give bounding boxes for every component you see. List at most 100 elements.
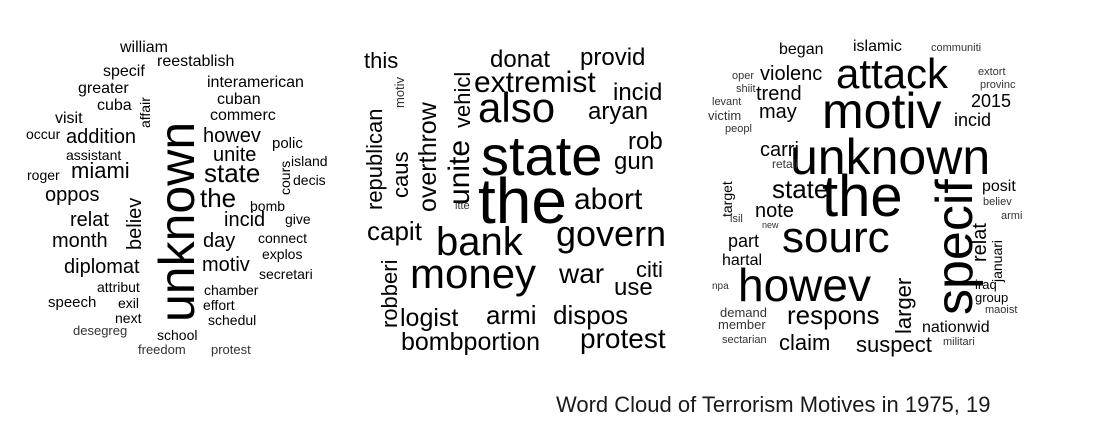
cloud-1-word: attribut	[97, 279, 140, 295]
cloud-2-word: bank	[436, 220, 523, 264]
cloud-3-word: respons	[787, 300, 880, 330]
cloud-2-word: logist	[400, 304, 459, 332]
cloud-3-word: provinc	[980, 79, 1016, 91]
cloud-3-word: new	[762, 220, 779, 230]
cloud-3-word: carri	[760, 139, 799, 161]
cloud-1-word: specif	[103, 63, 145, 80]
cloud-1-word: assistant	[66, 147, 122, 163]
cloud-3-word: isil	[730, 213, 743, 225]
cloud-3-word: incid	[954, 110, 992, 130]
cloud-3-word: iraq	[975, 277, 997, 292]
cloud-3-word: islamic	[853, 38, 902, 55]
cloud-3-word: larger	[891, 277, 916, 334]
cloud-1-word: cours	[277, 160, 293, 195]
cloud-1-word: decis	[293, 172, 326, 188]
cloud-1-word: interamerican	[207, 74, 304, 91]
cloud-3-word: believ	[983, 196, 1012, 208]
cloud-1-word: bomb	[250, 198, 286, 214]
cloud-2-word: the	[478, 165, 567, 237]
cloud-2-word: state	[481, 124, 603, 187]
cloud-3-word: maoist	[985, 304, 1018, 316]
cloud-2-word: aryan	[588, 98, 649, 125]
cloud-1-word: freedom	[138, 342, 186, 357]
cloud-2-word: use	[614, 274, 653, 301]
cloud-2-word: provid	[580, 44, 646, 71]
cloud-3-word: unknown	[790, 129, 991, 185]
cloud-3-word: target	[719, 181, 735, 217]
cloud-1-word: commerc	[210, 107, 276, 124]
cloud-1-word: exil	[118, 295, 140, 311]
cloud-1-word: give	[285, 211, 311, 227]
cloud-2-word: this	[364, 48, 399, 73]
cloud-1-word: diplomat	[64, 256, 140, 278]
cloud-3-word: motiv	[822, 83, 942, 139]
cloud-3-word: retali	[772, 157, 799, 171]
cloud-3-word: claim	[779, 330, 831, 355]
cloud-1-word: addition	[66, 126, 137, 148]
cloud-3-word: victim	[708, 108, 742, 123]
cloud-1-word: month	[52, 230, 108, 252]
cloud-3-word: the	[822, 164, 903, 229]
cloud-3-word: hartal	[722, 252, 763, 269]
cloud-3-word: note	[755, 200, 794, 222]
cloud-1-word: connect	[258, 230, 308, 246]
cloud-2-word: caus	[388, 151, 413, 198]
cloud-2-word: itte	[455, 200, 470, 212]
cloud-2-word: gun	[614, 148, 655, 175]
cloud-1-word: william	[120, 39, 168, 56]
cloud-1-word: cuba	[97, 97, 132, 114]
cloud-1-word: believ	[124, 197, 146, 250]
cloud-2-word: money	[410, 250, 537, 297]
cloud-1-word: greater	[78, 80, 129, 97]
cloud-2-word: overthrow	[414, 102, 442, 212]
cloud-3-word: group	[975, 290, 1009, 305]
cloud-3-word: part	[728, 231, 760, 251]
cloud-1-word: occur	[26, 126, 61, 142]
cloud-1-word: state	[204, 158, 261, 188]
cloud-2-word: also	[478, 84, 556, 131]
cloud-3-word: violenc	[760, 63, 823, 85]
cloud-1-word: motiv	[202, 254, 250, 276]
cloud-3-word: januari	[989, 239, 1005, 282]
cloud-1-word: oppos	[45, 184, 100, 206]
cloud-3-word: howev	[738, 259, 871, 311]
cloud-3-word: armi	[1001, 210, 1023, 222]
cloud-3-word: extort	[978, 66, 1006, 78]
cloud-1-word: unite	[213, 144, 257, 166]
cloud-1-word: miami	[71, 158, 130, 183]
cloud-2-word: protest	[580, 323, 666, 354]
cloud-3-word: sectarian	[722, 334, 767, 346]
cloud-1-word: unknown	[149, 121, 205, 322]
cloud-1-word: the	[200, 183, 237, 213]
cloud-3-word: posit	[982, 178, 1016, 195]
cloud-3-word: oper	[732, 70, 755, 82]
cloud-3-word: trend	[756, 83, 802, 105]
cloud-1-word: incid	[224, 209, 266, 231]
cloud-3-word: attack	[836, 50, 949, 97]
cloud-3-word: npa	[712, 281, 729, 292]
cloud-1-word: visit	[55, 110, 83, 127]
cloud-1-word: secretari	[259, 266, 313, 282]
cloud-3-word: demand	[720, 305, 767, 320]
cloud-1-word: howev	[203, 125, 261, 147]
cloud-1-word: school	[157, 327, 198, 343]
cloud-3-word: relat	[969, 223, 991, 262]
cloud-1-word: relat	[70, 209, 109, 231]
cloud-1-word: schedul	[208, 312, 257, 328]
cloud-1-word: next	[115, 310, 142, 326]
cloud-1-word: polic	[272, 135, 303, 152]
cloud-2-word: armi	[486, 300, 537, 330]
cloud-3-word: member	[718, 317, 766, 332]
cloud-3-word: peopl	[725, 123, 752, 135]
cloud-1-word: effort	[203, 297, 235, 313]
cloud-1-word: explos	[262, 246, 303, 262]
cloud-1-word: speech	[48, 294, 97, 311]
cloud-1-word: protest	[211, 342, 251, 357]
cloud-1-word: chamber	[204, 282, 259, 298]
cloud-1-word: reestablish	[157, 53, 235, 70]
cloud-3-word: began	[779, 41, 824, 58]
cloud-1-word: cuban	[217, 91, 261, 108]
cloud-2-word: dispos	[553, 300, 629, 330]
cloud-2-word: capit	[367, 216, 422, 246]
